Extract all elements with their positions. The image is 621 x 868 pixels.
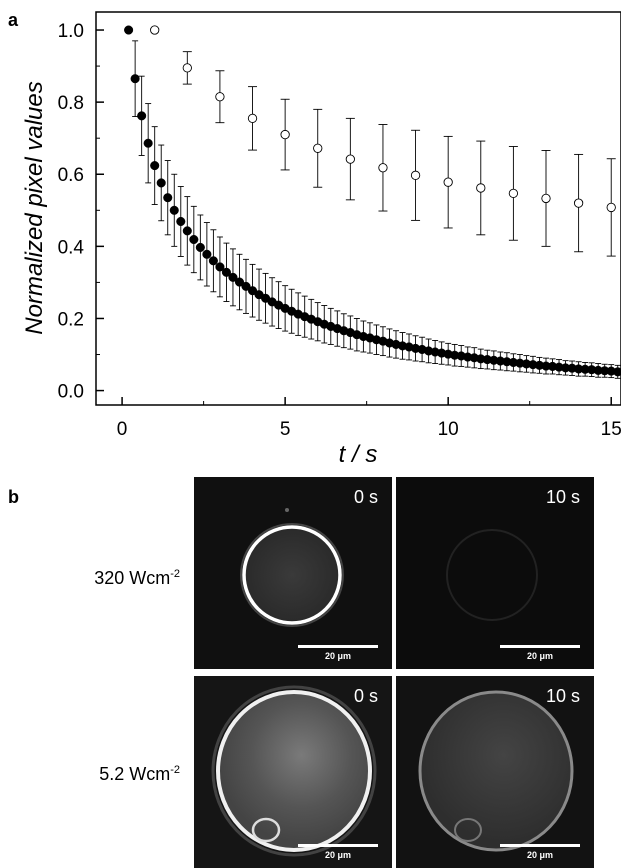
- data-point-filled: [613, 367, 621, 377]
- x-tick-label: 5: [280, 419, 291, 440]
- data-point-open: [410, 170, 421, 180]
- data-point-open: [508, 188, 519, 199]
- y-tick-label: 0.4: [58, 237, 85, 258]
- data-point-filled: [202, 249, 212, 259]
- condition-label-high: 320 Wcm-2: [40, 568, 180, 589]
- x-tick-label: 15: [601, 419, 621, 440]
- scale-label: 20 μm: [324, 651, 352, 661]
- timestamp: 0 s: [353, 487, 378, 507]
- data-point-filled: [137, 111, 147, 121]
- condition-value: 320 Wcm: [94, 568, 171, 588]
- data-point-open: [378, 163, 388, 173]
- x-axis-title: t / s: [339, 441, 378, 468]
- condition-exponent: -2: [170, 764, 180, 776]
- micrograph-5.2-0s: 0 s 20 μm: [194, 676, 392, 868]
- scale-label: 20 μm: [526, 850, 554, 860]
- scale-bar: [298, 645, 378, 648]
- data-point-open: [476, 183, 486, 193]
- data-point-filled: [228, 272, 238, 282]
- data-point-open: [443, 177, 453, 187]
- data-point-filled: [130, 74, 140, 84]
- micrograph-320-10s: 10 s 20 μm: [396, 477, 594, 669]
- panel-a-label: a: [8, 10, 19, 30]
- vesicle-image: [211, 685, 377, 857]
- timestamp: 10 s: [545, 487, 580, 507]
- error-bars: [132, 40, 621, 379]
- scale-label: 20 μm: [526, 651, 554, 661]
- micrograph-5.2-10s: 10 s 20 μm: [396, 676, 594, 868]
- timestamp: 10 s: [545, 686, 580, 706]
- condition-value: 5.2 Wcm: [99, 764, 171, 784]
- y-axis-title: Normalized pixel values: [21, 81, 48, 334]
- data-point-filled: [163, 193, 173, 203]
- data-point-open: [313, 143, 323, 153]
- data-point-filled: [124, 25, 134, 35]
- timestamp: 0 s: [353, 686, 378, 706]
- decay-chart: a 0 5 10 15 0.0 0.2 0.4 0.6 0.8 1.0 Normalized pi…: [8, 10, 621, 468]
- data-point-filled: [221, 267, 231, 277]
- y-tick-label: 0.6: [58, 165, 84, 186]
- micrograph-320-0s: 0 s 20 μm: [194, 477, 392, 669]
- vesicle-image: [240, 508, 344, 627]
- plot-frame: [95, 11, 621, 406]
- x-tick-label: 0: [117, 419, 128, 440]
- data-point-filled: [150, 161, 160, 171]
- data-points: [124, 25, 621, 377]
- data-point-open: [606, 202, 616, 213]
- data-point-filled: [189, 234, 199, 245]
- scale-bar: [500, 645, 580, 648]
- data-point-filled: [195, 242, 205, 252]
- vesicle-image: [418, 690, 574, 852]
- data-point-open: [573, 198, 584, 208]
- data-point-open: [215, 92, 225, 102]
- data-point-filled: [169, 205, 179, 215]
- y-tick-label: 1.0: [58, 21, 84, 42]
- y-tick-label: 0.2: [58, 309, 84, 330]
- x-tick-label: 10: [438, 419, 459, 440]
- data-point-filled: [215, 262, 225, 272]
- data-point-filled: [241, 281, 251, 291]
- data-point-open: [280, 129, 290, 140]
- data-point-open: [182, 63, 192, 73]
- data-point-open: [247, 113, 258, 124]
- condition-label-low: 5.2 Wcm-2: [40, 764, 180, 785]
- data-point-filled: [208, 256, 218, 266]
- y-tick-label: 0.8: [58, 93, 84, 114]
- data-point-filled: [156, 178, 166, 188]
- condition-exponent: -2: [170, 568, 180, 580]
- y-tick-label: 0.0: [58, 382, 84, 403]
- scale-bar: [500, 844, 580, 847]
- data-point-open: [150, 25, 160, 35]
- panel-b-label: b: [8, 487, 19, 507]
- scale-label: 20 μm: [324, 850, 352, 860]
- data-point-filled: [176, 216, 186, 227]
- axes: 0 5 10 15 0.0 0.2 0.4 0.6 0.8 1.0: [58, 21, 621, 440]
- data-point-open: [345, 154, 355, 164]
- data-point-filled: [234, 277, 245, 287]
- data-point-filled: [182, 226, 192, 236]
- data-point-open: [541, 193, 551, 204]
- scale-bar: [298, 844, 378, 847]
- vesicle-image: [446, 529, 538, 621]
- data-point-filled: [143, 138, 153, 148]
